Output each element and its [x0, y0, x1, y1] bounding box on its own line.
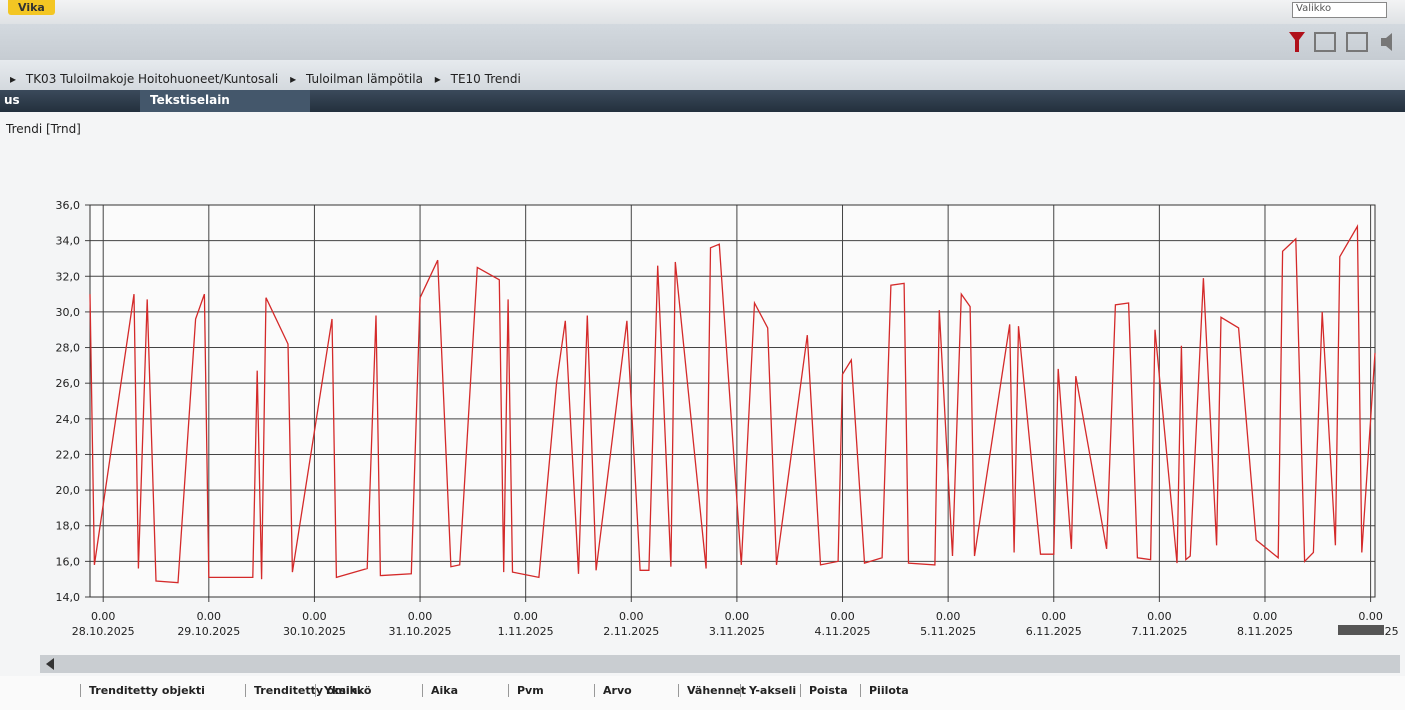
column-header[interactable]: Arvo: [594, 684, 632, 697]
column-header[interactable]: Y-akseli: [740, 684, 796, 697]
y-tick-label: 14,0: [56, 591, 81, 604]
y-tick-label: 36,0: [56, 199, 81, 212]
x-tick-time: 0.00: [1253, 610, 1278, 623]
x-tick-date: 1.11.2025: [498, 625, 554, 638]
x-tick-time: 0.00: [1358, 610, 1383, 623]
scroll-thumb[interactable]: [1338, 625, 1384, 635]
x-tick-date: 8.11.2025: [1237, 625, 1293, 638]
x-tick-time: 0.00: [619, 610, 644, 623]
y-tick-label: 24,0: [56, 413, 81, 426]
column-header[interactable]: Poista: [800, 684, 848, 697]
y-tick-label: 32,0: [56, 270, 81, 283]
y-tick-label: 30,0: [56, 306, 81, 319]
column-header[interactable]: Trenditetty objekti: [80, 684, 205, 697]
y-tick-label: 34,0: [56, 235, 81, 248]
x-tick-time: 0.00: [302, 610, 327, 623]
y-tick-label: 28,0: [56, 342, 81, 355]
page: Vika Valikko ▸ TK03 Tuloilmakoje Hoitohu…: [0, 0, 1405, 710]
x-tick-date: 2.11.2025: [603, 625, 659, 638]
x-tick-date: 6.11.2025: [1026, 625, 1082, 638]
y-tick-label: 20,0: [56, 484, 81, 497]
y-tick-label: 18,0: [56, 520, 81, 533]
scrollbar[interactable]: [40, 655, 1400, 673]
x-tick-time: 0.00: [408, 610, 433, 623]
x-tick-date: 31.10.2025: [389, 625, 452, 638]
x-tick-time: 0.00: [936, 610, 961, 623]
x-tick-time: 0.00: [830, 610, 855, 623]
y-tick-label: 16,0: [56, 555, 81, 568]
x-tick-date: 7.11.2025: [1131, 625, 1187, 638]
column-header[interactable]: Aika: [422, 684, 458, 697]
x-tick-date: 29.10.2025: [177, 625, 240, 638]
x-tick-date: 3.11.2025: [709, 625, 765, 638]
x-tick-time: 0.00: [91, 610, 116, 623]
x-tick-date: 30.10.2025: [283, 625, 346, 638]
x-tick-time: 0.00: [1147, 610, 1172, 623]
y-tick-label: 26,0: [56, 377, 81, 390]
x-tick-date: 5.11.2025: [920, 625, 976, 638]
column-header[interactable]: Vähennet: [678, 684, 746, 697]
x-tick-time: 0.00: [725, 610, 750, 623]
x-tick-time: 0.00: [1042, 610, 1067, 623]
x-tick-date: 4.11.2025: [815, 625, 871, 638]
column-header[interactable]: Pvm: [508, 684, 544, 697]
scroll-left[interactable]: [40, 655, 60, 673]
trend-chart: 14,0 16,0 18,0 20,0 22,0 24,0 26,0 28,0 30,0 32,0…: [0, 0, 1405, 650]
x-tick-date: 28.10.2025: [72, 625, 135, 638]
column-header[interactable]: Yksikkö: [315, 684, 372, 697]
column-header[interactable]: Piilota: [860, 684, 909, 697]
x-tick-time: 0.00: [513, 610, 538, 623]
y-tick-label: 22,0: [56, 448, 81, 461]
x-tick-time: 0.00: [197, 610, 222, 623]
